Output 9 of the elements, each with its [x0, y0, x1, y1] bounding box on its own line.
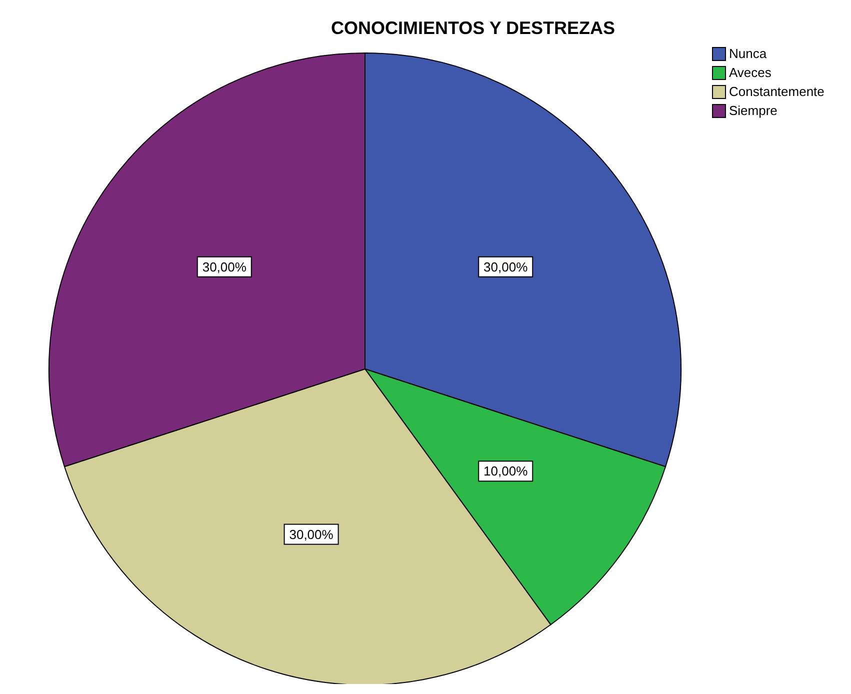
data-label: 30,00%: [202, 259, 247, 274]
legend-label: Nunca: [729, 46, 767, 61]
legend-label: Aveces: [729, 65, 772, 80]
data-label: 10,00%: [484, 464, 528, 479]
chart-title: CONOCIMIENTOS Y DESTREZAS: [330, 18, 616, 39]
legend-label: Constantemente: [729, 84, 824, 99]
legend-label: Siempre: [729, 103, 778, 118]
data-label: 30,00%: [289, 526, 334, 542]
data-label: 30,00%: [484, 259, 528, 274]
